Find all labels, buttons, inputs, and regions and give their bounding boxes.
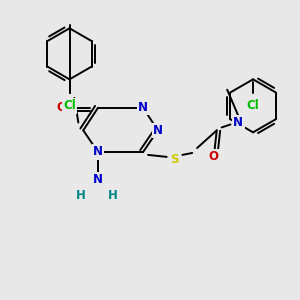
Text: N: N	[233, 116, 243, 129]
Text: H: H	[75, 189, 85, 202]
Text: O: O	[209, 150, 219, 164]
Text: N: N	[138, 101, 148, 114]
Text: H: H	[247, 102, 257, 115]
Text: N: N	[93, 146, 103, 158]
Text: N: N	[93, 173, 103, 186]
Text: Cl: Cl	[247, 99, 260, 112]
Text: H: H	[108, 189, 118, 202]
Text: O: O	[57, 101, 67, 114]
Text: Cl: Cl	[63, 99, 76, 112]
Text: S: S	[170, 153, 179, 166]
Text: N: N	[153, 124, 163, 137]
